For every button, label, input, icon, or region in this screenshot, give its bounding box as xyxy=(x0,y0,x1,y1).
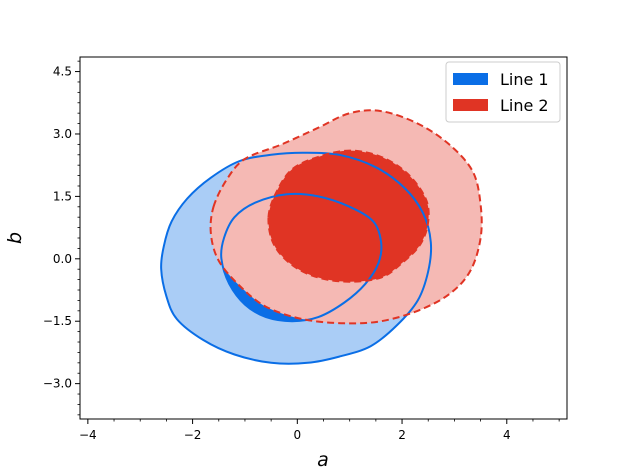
y-tick-label: 4.5 xyxy=(53,65,72,79)
contour-layer xyxy=(160,109,483,365)
line-2-inner-contour xyxy=(267,149,430,283)
x-tick-label: −2 xyxy=(184,428,202,442)
legend-label-line-1: Line 1 xyxy=(500,70,549,89)
y-tick-label: 3.0 xyxy=(53,127,72,141)
legend-label-line-2: Line 2 xyxy=(500,96,549,115)
x-axis: −4 −2 0 2 4 xyxy=(79,419,560,442)
y-tick-label: −3.0 xyxy=(43,377,72,391)
x-tick-label: 4 xyxy=(503,428,511,442)
legend-swatch-line-2 xyxy=(453,99,488,111)
line-1-inner-contour xyxy=(220,192,383,323)
legend: Line 1 Line 2 xyxy=(445,61,561,123)
x-tick-label: −4 xyxy=(79,428,97,442)
line-1-outer-contour xyxy=(160,151,433,365)
x-axis-title: a xyxy=(317,449,329,471)
x-tick-label: 2 xyxy=(398,428,406,442)
legend-swatch-line-1 xyxy=(453,73,488,85)
y-tick-label: 1.5 xyxy=(53,189,72,203)
line-2-inner-region xyxy=(268,150,429,282)
y-axis-title: b xyxy=(4,232,26,244)
line-2-outer-contour xyxy=(209,109,483,325)
y-tick-label: −1.5 xyxy=(43,314,72,328)
y-axis: −3.0 −1.5 0.0 1.5 3.0 4.5 xyxy=(43,60,80,416)
y-tick-label: 0.0 xyxy=(53,252,72,266)
x-tick-label: 0 xyxy=(293,428,301,442)
